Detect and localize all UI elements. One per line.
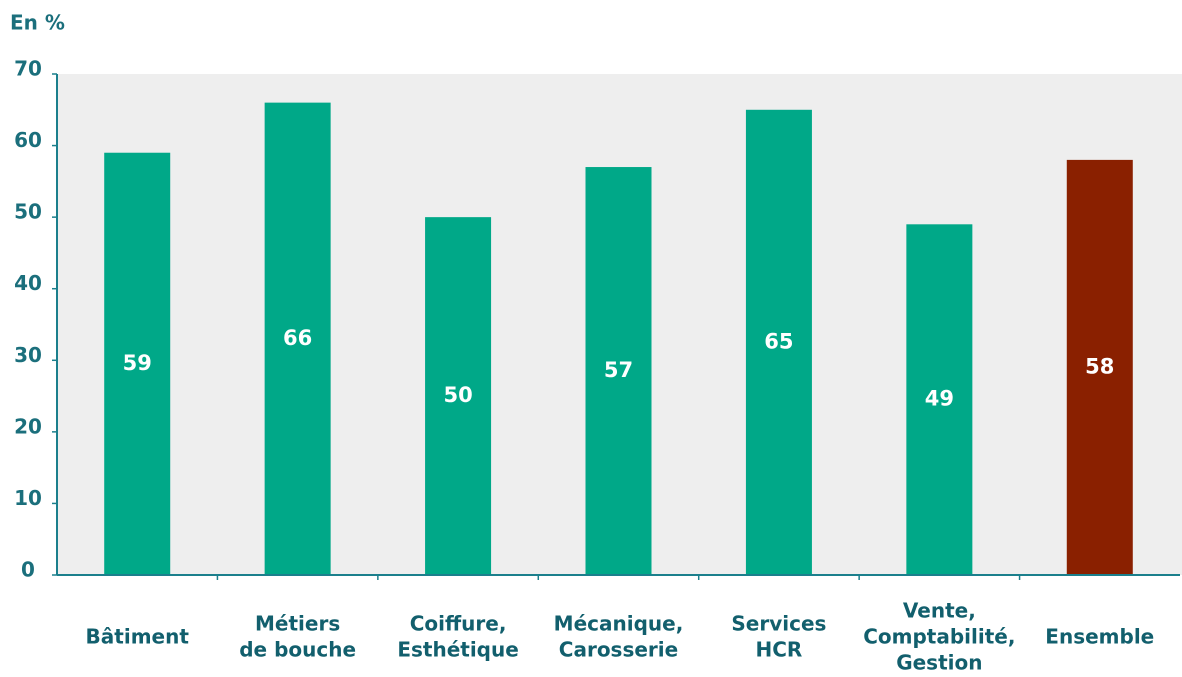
y-tick-label: 20 <box>14 414 42 438</box>
bar <box>104 152 171 575</box>
x-tick-label: de bouche <box>239 638 356 662</box>
bar <box>745 109 812 576</box>
x-tick-label: Ensemble <box>1045 625 1154 649</box>
value-label: 66 <box>283 326 312 350</box>
x-tick-label: Esthétique <box>397 638 518 662</box>
x-tick-label: Comptabilité, <box>863 625 1015 649</box>
y-tick-label: 70 <box>14 57 42 81</box>
value-label: 65 <box>764 329 793 353</box>
y-tick-label: 50 <box>14 200 42 224</box>
value-label: 59 <box>123 351 152 375</box>
value-label: 49 <box>925 387 954 411</box>
x-tick-label: HCR <box>756 638 803 662</box>
x-tick-label: Bâtiment <box>86 625 190 649</box>
y-tick-label: 40 <box>14 271 42 295</box>
y-tick-label: 10 <box>14 486 42 510</box>
axis-title: En % <box>10 11 65 35</box>
bar <box>264 102 331 575</box>
value-label: 50 <box>443 383 472 407</box>
x-tick-label: Coiffure, <box>410 612 507 636</box>
x-tick-label: Carosserie <box>559 638 678 662</box>
x-tick-label: Vente, <box>903 599 976 623</box>
x-tick-label: Métiers <box>255 612 340 636</box>
value-label: 58 <box>1085 354 1114 378</box>
bar <box>425 217 492 575</box>
y-tick-label: 60 <box>14 128 42 152</box>
x-tick-label: Mécanique, <box>554 612 684 636</box>
x-tick-label: Gestion <box>896 651 982 675</box>
value-label: 57 <box>604 358 633 382</box>
x-tick-label: Services <box>731 612 826 636</box>
bar <box>1066 159 1133 575</box>
y-tick-label: 30 <box>14 343 42 367</box>
bar <box>585 167 652 576</box>
y-tick-label: 0 <box>21 558 35 582</box>
bar <box>906 224 973 576</box>
